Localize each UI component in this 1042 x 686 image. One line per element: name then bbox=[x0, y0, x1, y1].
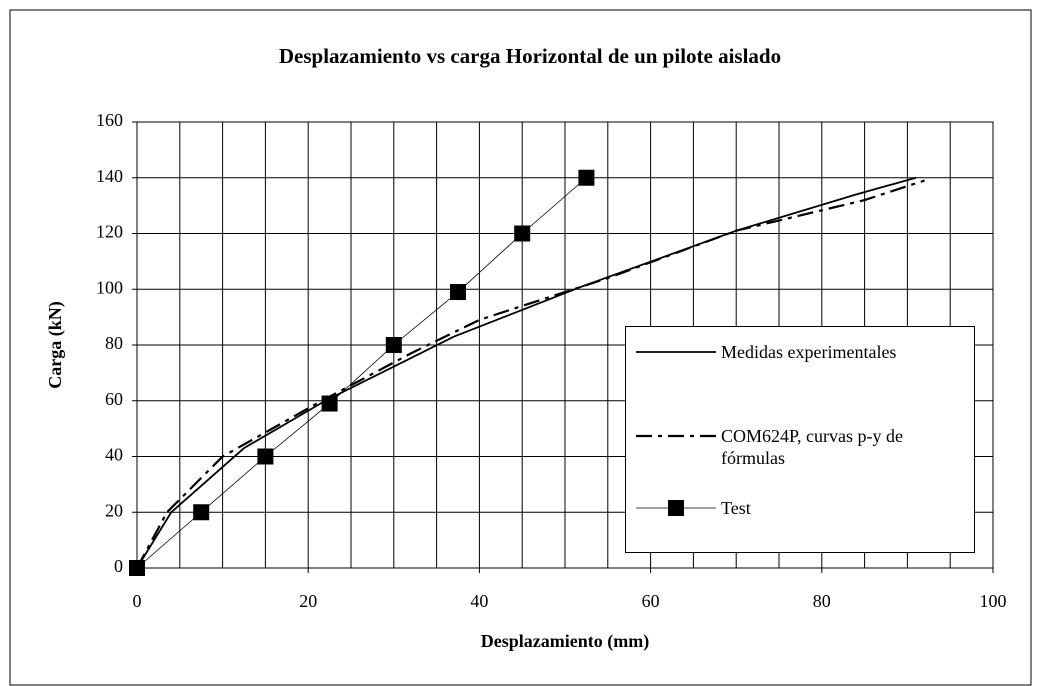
marker bbox=[321, 395, 338, 412]
series-line bbox=[136, 177, 587, 569]
x-tick-label: 20 bbox=[299, 591, 317, 611]
marker bbox=[385, 337, 402, 353]
marker bbox=[257, 448, 274, 465]
legend-label: Test bbox=[721, 498, 751, 518]
y-tick-label: 20 bbox=[105, 500, 123, 520]
y-tick-label: 160 bbox=[96, 110, 123, 130]
y-tick-label: 80 bbox=[105, 333, 123, 353]
legend-swatch bbox=[636, 434, 716, 438]
marker bbox=[129, 560, 145, 576]
y-tick-label: 40 bbox=[105, 445, 123, 465]
series-line bbox=[136, 176, 917, 569]
legend-marker bbox=[668, 500, 684, 516]
x-axis-label: Desplazamiento (mm) bbox=[481, 631, 649, 652]
marker bbox=[193, 504, 210, 521]
legend-swatch bbox=[636, 351, 716, 353]
legend-item: COM624P, curvas p-y de fórmulas bbox=[626, 425, 976, 469]
series-line bbox=[136, 179, 925, 569]
y-tick-label: 140 bbox=[96, 166, 123, 186]
x-tick-label: 0 bbox=[133, 591, 142, 611]
x-tick-label: 100 bbox=[980, 591, 1007, 611]
y-tick-label: 120 bbox=[96, 222, 123, 242]
y-tick-label: 100 bbox=[96, 277, 123, 297]
x-tick-label: 40 bbox=[470, 591, 488, 611]
legend-swatch bbox=[636, 500, 716, 516]
marker bbox=[514, 225, 531, 242]
y-tick-label: 0 bbox=[114, 556, 123, 576]
x-tick-label: 80 bbox=[813, 591, 831, 611]
legend-label: Medidas experimentales bbox=[721, 342, 897, 362]
marker bbox=[450, 284, 466, 301]
marker bbox=[578, 169, 595, 186]
chart-title: Desplazamiento vs carga Horizontal de un… bbox=[279, 44, 781, 68]
legend-item: Test bbox=[626, 497, 976, 519]
legend-item: Medidas experimentales bbox=[626, 341, 976, 363]
y-tick-label: 60 bbox=[105, 389, 123, 409]
legend-label: COM624P, curvas p-y de fórmulas bbox=[721, 426, 903, 468]
y-axis-label: Carga (kN) bbox=[45, 301, 66, 389]
legend: Medidas experimentales COM624P, curvas p-… bbox=[625, 326, 975, 553]
x-tick-label: 60 bbox=[642, 591, 660, 611]
